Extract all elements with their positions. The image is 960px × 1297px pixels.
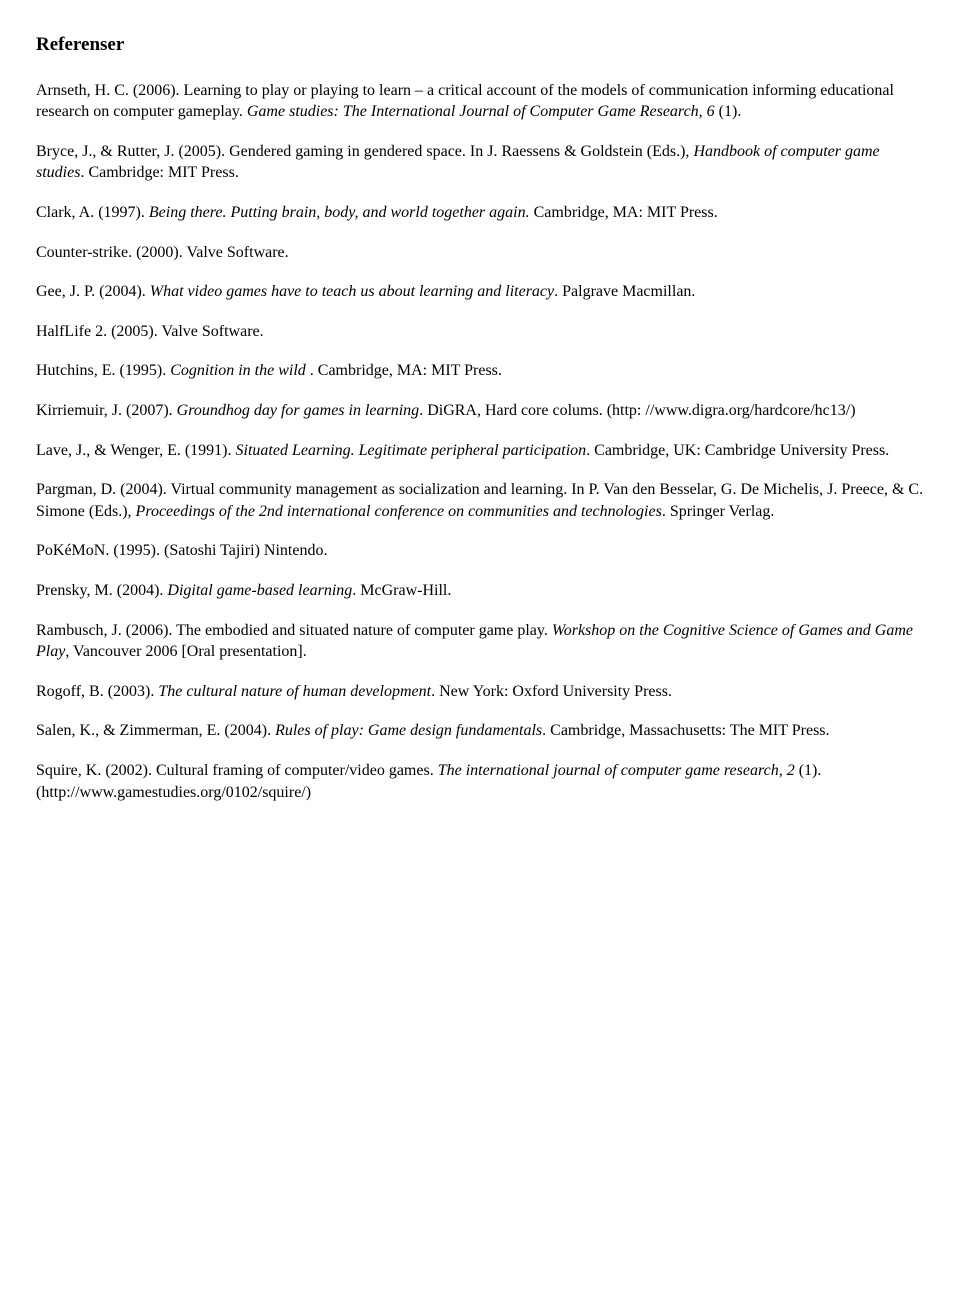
reference-entry: Rambusch, J. (2006). The embodied and si… (36, 620, 924, 663)
ref-text: Rambusch, J. (2006). The embodied and si… (36, 622, 552, 639)
ref-text: (1). (715, 103, 742, 120)
ref-italic: Game studies: The International Journal … (247, 103, 715, 120)
ref-text: Kirriemuir, J. (2007). (36, 402, 177, 419)
ref-text: . Springer Verlag. (662, 503, 775, 520)
ref-italic: The cultural nature of human development (158, 683, 431, 700)
ref-text: Hutchins, E. (1995). (36, 362, 170, 379)
ref-italic: Cognition in the wild (170, 362, 310, 379)
ref-text: Salen, K., & Zimmerman, E. (2004). (36, 722, 275, 739)
ref-text: Prensky, M. (2004). (36, 582, 167, 599)
ref-text: . New York: Oxford University Press. (431, 683, 672, 700)
ref-text: Squire, K. (2002). Cultural framing of c… (36, 762, 438, 779)
ref-text: Clark, A. (1997). (36, 204, 149, 221)
ref-text: Gee, J. P. (2004). (36, 283, 150, 300)
reference-entry: Pargman, D. (2004). Virtual community ma… (36, 479, 924, 522)
ref-text: Bryce, J., & Rutter, J. (2005). Gendered… (36, 143, 693, 160)
reference-entry: Squire, K. (2002). Cultural framing of c… (36, 760, 924, 803)
ref-text: . Cambridge, UK: Cambridge University Pr… (586, 442, 889, 459)
ref-text: . McGraw-Hill. (352, 582, 451, 599)
ref-text: Cambridge, MA: MIT Press. (530, 204, 718, 221)
ref-text: HalfLife 2. (2005). Valve Software. (36, 323, 264, 340)
reference-entry: Arnseth, H. C. (2006). Learning to play … (36, 80, 924, 123)
reference-entry: PoKéMoN. (1995). (Satoshi Tajiri) Ninten… (36, 540, 924, 562)
reference-entry: Prensky, M. (2004). Digital game-based l… (36, 580, 924, 602)
ref-italic: Being there. Putting brain, body, and wo… (149, 204, 530, 221)
reference-entry: Kirriemuir, J. (2007). Groundhog day for… (36, 400, 924, 422)
ref-italic: Situated Learning. Legitimate peripheral… (236, 442, 587, 459)
reference-entry: Clark, A. (1997). Being there. Putting b… (36, 202, 924, 224)
reference-entry: Lave, J., & Wenger, E. (1991). Situated … (36, 440, 924, 462)
ref-text: . Palgrave Macmillan. (554, 283, 695, 300)
ref-italic: What video games have to teach us about … (150, 283, 554, 300)
ref-text: . Cambridge, Massachusetts: The MIT Pres… (542, 722, 829, 739)
ref-italic: Proceedings of the 2nd international con… (136, 503, 662, 520)
reference-entry: Hutchins, E. (1995). Cognition in the wi… (36, 360, 924, 382)
ref-text: . DiGRA, Hard core colums. (http: //www.… (419, 402, 855, 419)
page-title: Referenser (36, 32, 924, 58)
ref-italic: Digital game-based learning (167, 582, 352, 599)
ref-text: , Vancouver 2006 [Oral presentation]. (65, 643, 306, 660)
ref-text: PoKéMoN. (1995). (Satoshi Tajiri) Ninten… (36, 542, 327, 559)
reference-entry: Salen, K., & Zimmerman, E. (2004). Rules… (36, 720, 924, 742)
ref-text: Lave, J., & Wenger, E. (1991). (36, 442, 236, 459)
ref-text: . Cambridge: MIT Press. (80, 164, 238, 181)
reference-entry: Bryce, J., & Rutter, J. (2005). Gendered… (36, 141, 924, 184)
ref-text: Rogoff, B. (2003). (36, 683, 158, 700)
reference-entry: HalfLife 2. (2005). Valve Software. (36, 321, 924, 343)
ref-text: Counter-strike. (2000). Valve Software. (36, 244, 289, 261)
ref-italic: Rules of play: Game design fundamentals (275, 722, 542, 739)
ref-italic: Groundhog day for games in learning (177, 402, 420, 419)
ref-text: . Cambridge, MA: MIT Press. (310, 362, 502, 379)
reference-entry: Counter-strike. (2000). Valve Software. (36, 242, 924, 264)
reference-entry: Gee, J. P. (2004). What video games have… (36, 281, 924, 303)
reference-entry: Rogoff, B. (2003). The cultural nature o… (36, 681, 924, 703)
ref-italic: The international journal of computer ga… (438, 762, 795, 779)
